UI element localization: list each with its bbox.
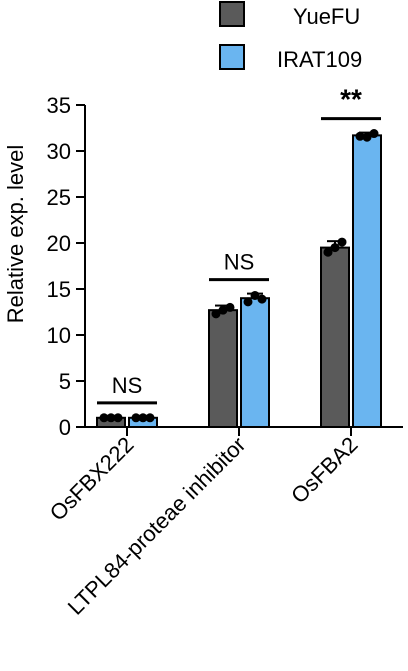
data-point (225, 302, 235, 312)
data-point (369, 129, 379, 139)
legend: YueFU IRAT109 (219, 1, 362, 72)
x-tick-label: OsFBX222 (45, 432, 139, 526)
data-point (250, 290, 260, 300)
legend-label-yuefu: YueFU (293, 4, 360, 29)
data-point (145, 413, 155, 423)
y-tick-label: 20 (47, 231, 71, 256)
y-tick-label: 0 (59, 415, 71, 440)
data-point (257, 294, 267, 304)
y-ticks: 0 5 10 15 20 25 30 35 (47, 93, 85, 440)
data-point (362, 132, 372, 142)
data-point (243, 297, 253, 307)
y-tick-label: 25 (47, 185, 71, 210)
bars (96, 129, 382, 429)
data-point (337, 237, 347, 247)
bar (352, 134, 382, 429)
y-tick-label: 35 (47, 93, 71, 118)
significance-annotations: NS NS ** (97, 84, 381, 405)
legend-label-irat109: IRAT109 (277, 47, 362, 72)
significance-label: ** (340, 84, 362, 115)
x-tick-label: OsFBA2 (286, 432, 362, 508)
data-point (323, 247, 333, 257)
legend-swatch-irat109 (219, 44, 245, 70)
data-point (211, 309, 221, 319)
data-point (99, 413, 109, 423)
y-axis-label: Relative exp. level (3, 145, 28, 324)
y-tick-label: 30 (47, 139, 71, 164)
y-tick-label: 10 (47, 323, 71, 348)
data-point (131, 413, 141, 423)
y-tick-label: 15 (47, 277, 71, 302)
data-point (355, 131, 365, 141)
significance-label: NS (224, 250, 255, 275)
data-point (113, 413, 123, 423)
data-point (106, 413, 116, 423)
bar (320, 246, 350, 428)
legend-swatch-yuefu (219, 1, 245, 27)
bar (208, 309, 238, 428)
y-tick-label: 5 (59, 369, 71, 394)
bar (240, 297, 270, 429)
x-tick-label: LTPL84-proteae inhibitor (63, 432, 251, 620)
data-point (330, 243, 340, 253)
significance-label: NS (112, 373, 143, 398)
data-point (218, 305, 228, 315)
data-point (138, 413, 148, 423)
